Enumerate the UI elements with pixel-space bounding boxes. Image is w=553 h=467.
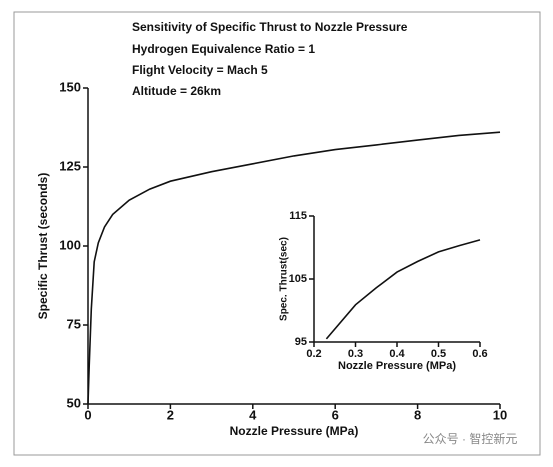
annotation: Altitude = 26km [132, 84, 221, 98]
y-tick-label: 125 [59, 158, 81, 173]
y-axis-label: Specific Thrust (seconds) [36, 173, 50, 320]
y-tick-label: 50 [67, 395, 81, 410]
y-tick-label: 100 [59, 237, 81, 252]
x-tick-label: 0.6 [472, 348, 487, 360]
annotation: Flight Velocity = Mach 5 [132, 63, 268, 77]
line [87, 131, 501, 405]
y-tick-label: 115 [289, 210, 307, 222]
y-tick-label: 105 [289, 273, 307, 285]
x-axis-label: Nozzle Pressure (MPa) [230, 424, 359, 438]
x-tick-label: 8 [414, 407, 421, 422]
line [325, 239, 481, 340]
y-tick-label: 150 [59, 79, 81, 94]
y-tick-label: 95 [295, 336, 307, 348]
frame [13, 11, 541, 456]
x-tick-label: 0.4 [389, 348, 405, 360]
x-tick-label: 0.3 [348, 348, 363, 360]
x-tick-label: 2 [167, 407, 174, 422]
annotation: Hydrogen Equivalence Ratio = 1 [132, 42, 315, 56]
watermark: 公众号 · 智控新元 [423, 431, 518, 446]
y-tick-label: 75 [67, 316, 81, 331]
x-tick-label: 4 [249, 407, 257, 422]
y-axis-label: Spec. Thrust(sec) [279, 237, 290, 321]
x-tick-label: 6 [332, 407, 339, 422]
x-tick-label: 10 [493, 407, 507, 422]
x-tick-label: 0.2 [306, 348, 321, 360]
x-axis-label: Nozzle Pressure (MPa) [338, 360, 456, 372]
x-tick-label: 0 [84, 407, 91, 422]
x-tick-label: 0.5 [431, 348, 446, 360]
chart-title: Sensitivity of Specific Thrust to Nozzle… [132, 20, 408, 34]
